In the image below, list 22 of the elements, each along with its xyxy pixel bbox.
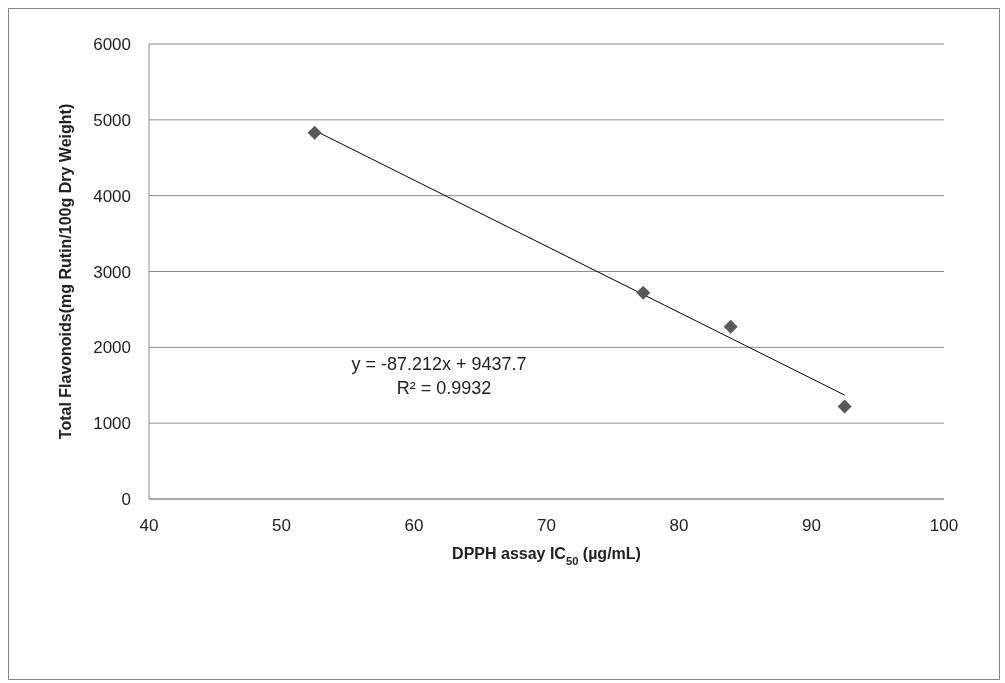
y-tick-label: 2000	[93, 338, 131, 358]
y-tick-label: 0	[121, 490, 131, 510]
x-tick-label: 60	[404, 516, 424, 536]
point	[837, 399, 852, 414]
y-tick-label: 4000	[93, 186, 131, 206]
y-axis-title: Total Flavonoids(mg Rutin/100g Dry Weight)	[57, 103, 74, 440]
point	[636, 285, 651, 300]
x-tick-label: 100	[929, 516, 959, 536]
annotation: y = -87.212x + 9437.7	[350, 354, 528, 375]
x-tick-label: 80	[669, 516, 689, 536]
y-tick-label: 1000	[93, 414, 131, 434]
x-tick-label: 50	[272, 516, 291, 536]
x-axis-title: DPPH assay IC$_{50}$ (µg/mL)	[452, 545, 641, 567]
x-tick-label: 40	[139, 516, 159, 536]
x-tick-label: 90	[802, 516, 821, 536]
y-tick-label: 5000	[93, 110, 131, 130]
point	[307, 125, 322, 140]
y-tick-label: 6000	[93, 35, 131, 55]
annotation: R² = 0.9932	[395, 378, 493, 399]
y-tick-label: 3000	[93, 262, 131, 282]
x-tick-label: 70	[537, 516, 556, 536]
point	[723, 319, 738, 334]
